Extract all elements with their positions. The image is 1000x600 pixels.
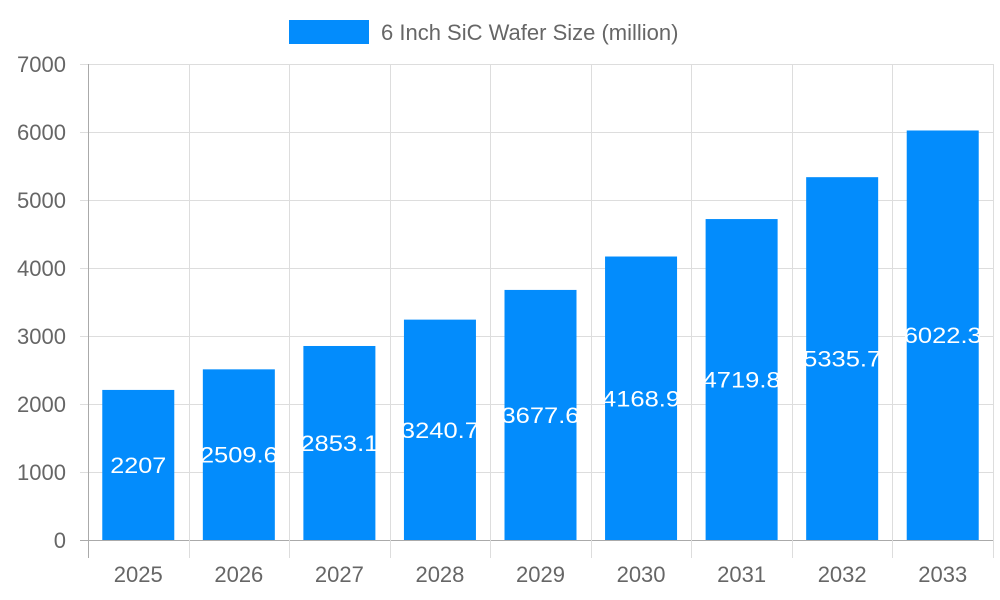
legend-swatch bbox=[289, 20, 369, 44]
bar bbox=[403, 319, 476, 540]
bar bbox=[806, 177, 879, 540]
x-tick-label: 2028 bbox=[415, 562, 464, 587]
y-tick-label: 1000 bbox=[17, 460, 66, 485]
data-label: 4168.9 bbox=[602, 386, 680, 411]
legend-label: 6 Inch SiC Wafer Size (million) bbox=[381, 20, 678, 45]
y-tick-label: 5000 bbox=[17, 188, 66, 213]
y-tick-label: 3000 bbox=[17, 324, 66, 349]
y-tick-label: 4000 bbox=[17, 256, 66, 281]
bar bbox=[705, 219, 778, 541]
x-tick-label: 2031 bbox=[717, 562, 766, 587]
x-tick-label: 2029 bbox=[516, 562, 565, 587]
data-label: 5335.7 bbox=[803, 347, 881, 372]
data-label: 6022.3 bbox=[904, 323, 982, 348]
bar bbox=[605, 256, 678, 540]
grid bbox=[80, 64, 994, 558]
x-tick-label: 2032 bbox=[818, 562, 867, 587]
data-label: 3240.7 bbox=[401, 418, 479, 443]
bars bbox=[102, 130, 979, 541]
legend: 6 Inch SiC Wafer Size (million) bbox=[289, 20, 678, 45]
axes: 0 1000 2000 3000 4000 5000 6000 7000 2025 2026 202… bbox=[17, 52, 967, 587]
bar bbox=[504, 289, 577, 540]
y-tick-label: 6000 bbox=[17, 120, 66, 145]
bar bbox=[303, 345, 376, 540]
bar bbox=[906, 130, 979, 541]
x-tick-label: 2025 bbox=[114, 562, 163, 587]
data-labels: 2207 2509.6 2853.1 3240.7 3677.6 4168.9 4719.8… bbox=[110, 323, 981, 478]
data-label: 4719.8 bbox=[703, 368, 781, 393]
x-tick-label: 2033 bbox=[918, 562, 967, 587]
data-label: 2207 bbox=[110, 453, 166, 478]
x-tick-label: 2030 bbox=[617, 562, 666, 587]
y-tick-label: 2000 bbox=[17, 392, 66, 417]
x-tick-label: 2026 bbox=[214, 562, 263, 587]
y-tick-label: 0 bbox=[54, 528, 66, 553]
data-label: 3677.6 bbox=[502, 403, 580, 428]
data-label: 2509.6 bbox=[200, 443, 278, 468]
bar bbox=[202, 369, 275, 540]
y-tick-label: 7000 bbox=[17, 52, 66, 77]
data-label: 2853.1 bbox=[300, 431, 378, 456]
x-tick-label: 2027 bbox=[315, 562, 364, 587]
bar bbox=[102, 389, 175, 540]
